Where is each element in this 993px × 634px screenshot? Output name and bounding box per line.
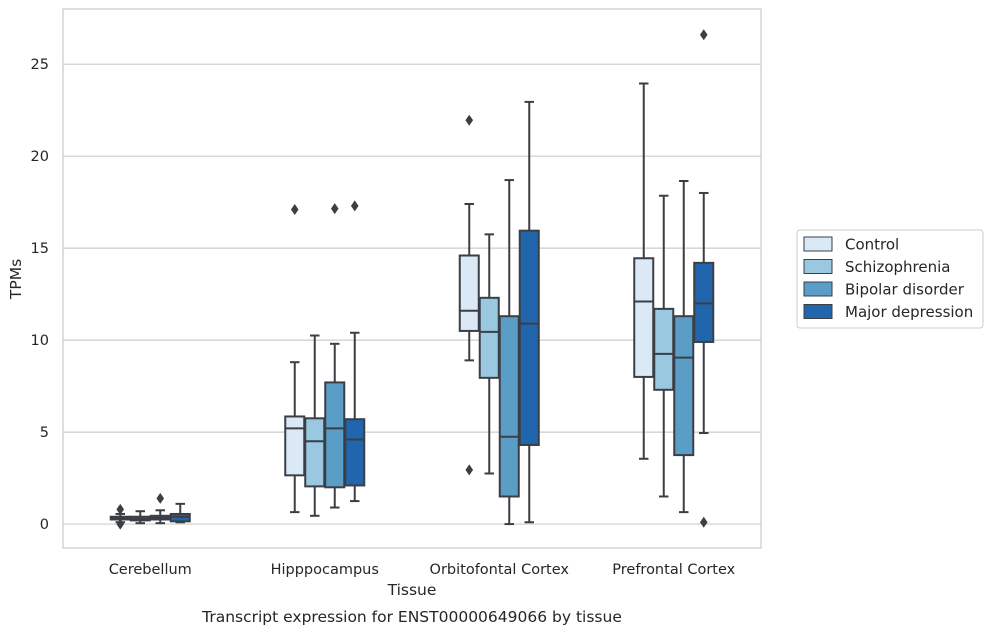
y-tick-label: 20 (31, 149, 49, 165)
box-control (284, 204, 306, 514)
box-bipolar-disorder (324, 203, 346, 509)
legend-label: Control (845, 236, 899, 254)
box-body (478, 296, 500, 379)
legend-frame (796, 229, 984, 329)
figure-caption: Transcript expression for ENST0000064906… (201, 608, 622, 626)
legend: Control Schizophrenia Bipolar disorder Majo… (796, 229, 984, 329)
outlier-point (465, 464, 474, 476)
box-control (109, 503, 131, 530)
y-tick-label: 25 (31, 57, 49, 73)
outlier-point (699, 29, 708, 41)
y-tick-label: 0 (40, 517, 49, 533)
y-axis-label: TPMs (7, 259, 25, 300)
outlier-point (156, 492, 165, 504)
y-axis-ticks: 0 5 10 15 20 25 (31, 57, 49, 533)
legend-swatch (803, 281, 833, 297)
plot-area-frame (62, 8, 762, 549)
outlier-point (116, 503, 125, 515)
legend-label: Bipolar disorder (845, 281, 965, 299)
y-tick-label: 5 (40, 425, 49, 441)
legend-items: Control Schizophrenia Bipolar disorder Majo… (803, 236, 973, 321)
x-tick-label: Prefrontal Cortex (612, 562, 735, 578)
box-body (458, 254, 480, 332)
legend-swatch (803, 259, 833, 274)
legend-label: Major depression (845, 303, 973, 321)
box-major-depression (518, 100, 540, 524)
x-tick-label: Orbitofontal Cortex (430, 562, 570, 578)
box-major-depression (693, 29, 715, 528)
legend-swatch (803, 304, 833, 319)
outlier-point (465, 114, 474, 126)
box-body (344, 418, 366, 487)
legend-swatch (803, 236, 833, 252)
y-tick-label: 15 (31, 241, 49, 257)
legend-label: Schizophrenia (845, 258, 950, 276)
x-tick-label: Hipppocampus (271, 562, 379, 578)
box-body (304, 417, 326, 488)
box-body (324, 381, 346, 489)
box-body (633, 257, 655, 378)
boxes (109, 29, 715, 530)
box-bipolar-disorder (149, 492, 171, 525)
box-bipolar-disorder (498, 179, 520, 526)
box-body (498, 315, 520, 498)
box-control (458, 114, 480, 476)
box-body (284, 415, 306, 477)
outlier-point (116, 518, 125, 530)
x-axis-label: Tissue (387, 581, 437, 599)
gridlines (63, 63, 761, 525)
box-major-depression (344, 200, 366, 503)
x-tick-label: Cerebellum (109, 562, 192, 578)
box-schizophrenia (478, 233, 500, 475)
x-axis-ticks: Cerebellum Hipppocampus Orbitofontal Corte… (109, 562, 736, 578)
box-schizophrenia (653, 194, 675, 498)
box-schizophrenia (129, 510, 151, 525)
box-schizophrenia (304, 334, 326, 517)
box-body (673, 315, 695, 457)
box-body (653, 307, 675, 391)
outlier-point (290, 204, 299, 216)
box-major-depression (169, 502, 191, 524)
outlier-point (699, 516, 708, 528)
box-control (633, 82, 655, 460)
outlier-point (330, 203, 339, 215)
box-bipolar-disorder (673, 180, 695, 514)
box-body (518, 229, 540, 446)
y-tick-label: 10 (31, 333, 49, 349)
outlier-point (350, 200, 359, 212)
